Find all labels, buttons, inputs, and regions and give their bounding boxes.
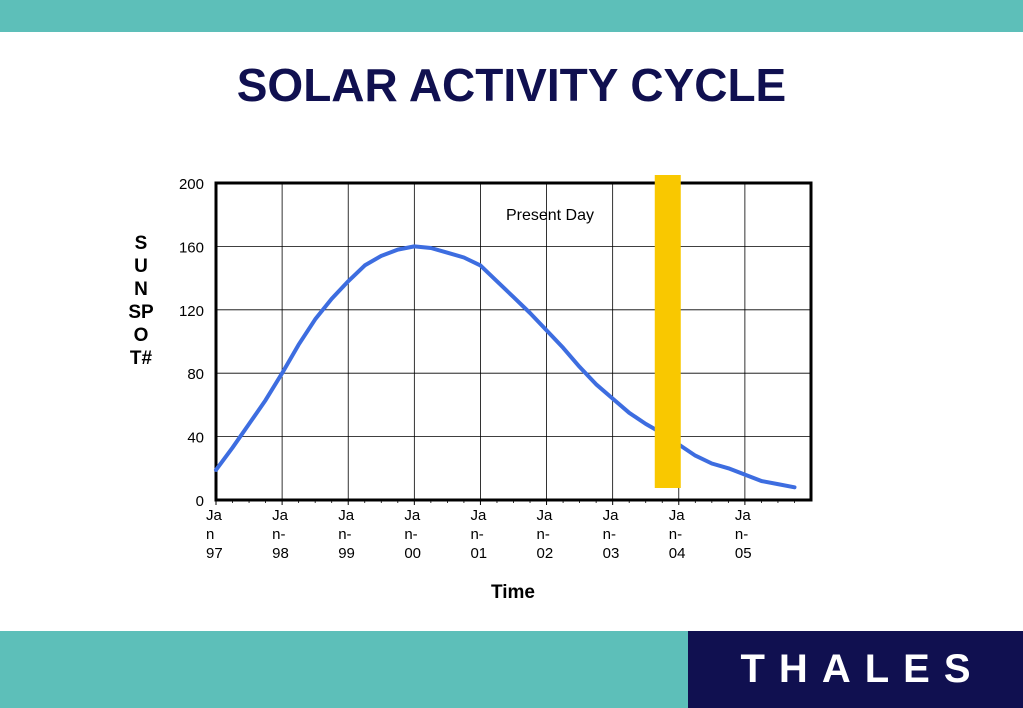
x-tick-label: Ja n-04 — [669, 507, 686, 562]
x-tick-label: Ja n-99 — [338, 507, 355, 562]
x-axis-label: Time — [490, 582, 535, 603]
present-day-bar — [654, 175, 681, 488]
plot-frame — [214, 181, 813, 502]
top-band — [0, 0, 1023, 32]
slide-title: SOLAR ACTIVITY CYCLE — [236, 59, 787, 111]
y-tick-label: 160 — [179, 239, 204, 256]
x-tick-label: Ja n-02 — [537, 507, 554, 562]
logo-wordmark: THALES — [740, 647, 985, 691]
present-day-label: Present Day — [506, 207, 594, 224]
x-tick-label: Ja n-01 — [470, 507, 487, 562]
y-tick-label: 80 — [187, 366, 204, 383]
x-tick-label: Ja n-03 — [603, 507, 620, 562]
line-chart: 0 40 80 120 160 200 Ja n 97 Ja n-98 Ja n-99 Ja n-00 Ja n… — [179, 175, 813, 562]
y-tick-label: 0 — [196, 493, 204, 510]
y-tick-label: 40 — [187, 430, 204, 447]
x-tick-label: Ja n-05 — [735, 507, 752, 562]
sunspot-series-line — [214, 244, 797, 490]
x-tick-label: Ja n 97 — [206, 507, 223, 562]
y-tick-label: 120 — [179, 303, 204, 320]
y-axis-label: SUNSPOT# — [128, 233, 154, 369]
x-tick-label: Ja n-98 — [272, 507, 289, 562]
x-tick-label: Ja n-00 — [404, 507, 421, 562]
thales-logo: THALES — [688, 631, 1023, 708]
y-tick-label: 200 — [179, 176, 204, 193]
